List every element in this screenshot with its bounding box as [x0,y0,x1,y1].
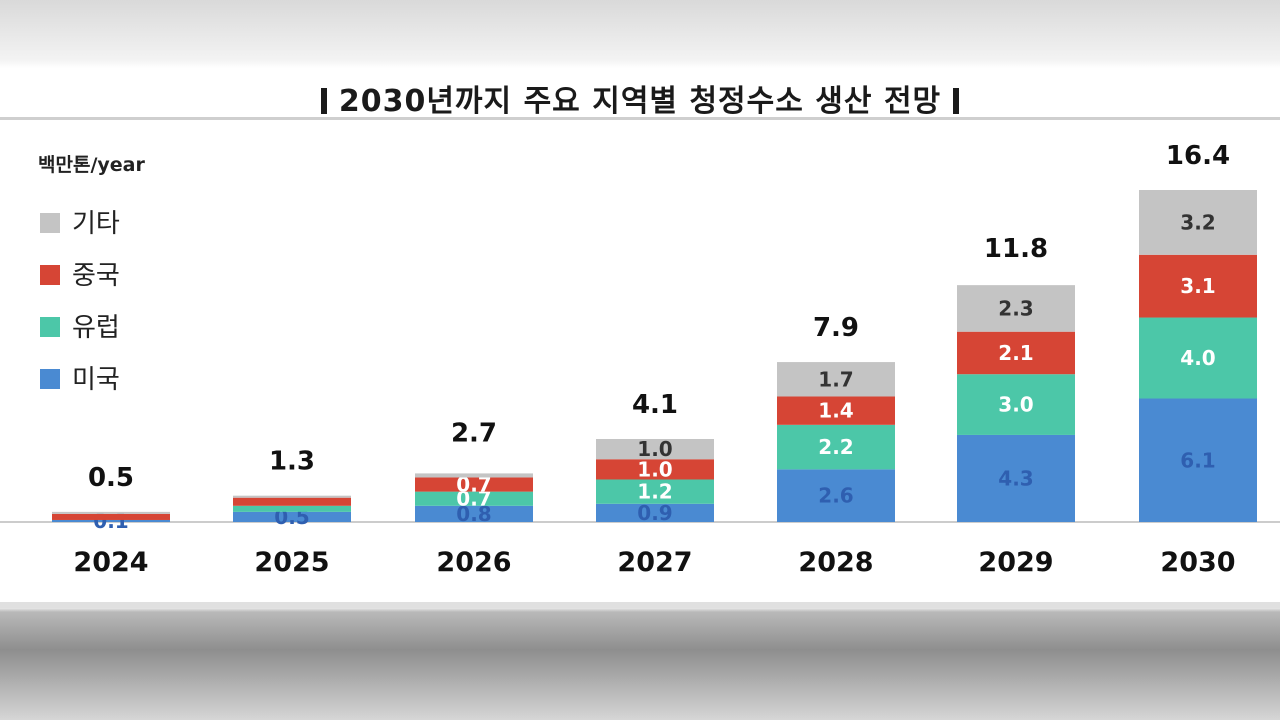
bar-2029-기타 [957,285,1075,332]
bar-2029-중국 [957,331,1075,375]
bar-2024-중국 [52,513,170,520]
chart-title: 2030년까지 주요 지역별 청정수소 생산 전망 [0,76,1280,120]
bar-2025-기타 [233,495,351,498]
x-tick-2029: 2029 [978,547,1053,578]
data-label-2027-중국: 1.0 [637,457,672,481]
x-ticks-group: 2024 2025 2026 2027 2028 2029 2030 [73,547,1235,578]
frame-bottom-border [0,602,1280,608]
bar-2027-기타 [596,439,714,460]
bar-2025-미국 [233,511,351,522]
bar-2026-미국 [415,505,533,522]
bar-2030-미국 [1139,398,1257,522]
bar-2028-유럽 [777,424,895,470]
legend-label-2: 유럽 [72,313,120,343]
data-label-2029-유럽: 3.0 [998,393,1033,417]
data-label-2028-미국: 2.6 [818,484,853,508]
bar-2028-기타 [777,362,895,397]
legend-label-1: 중국 [72,261,120,291]
total-label-2024: 0.5 [88,463,134,493]
title-bar: 2030년까지 주요 지역별 청정수소 생산 전망 [0,68,1280,120]
x-tick-2028: 2028 [798,547,873,578]
x-tick-2027: 2027 [617,547,692,578]
bar-2029-유럽 [957,374,1075,435]
bar-2027-미국 [596,503,714,522]
bar-2026-기타 [415,473,533,478]
x-tick-2024: 2024 [73,547,148,578]
bar-2030-유럽 [1139,317,1257,399]
data-label-2028-중국: 1.4 [818,399,853,423]
bar-2026-중국 [415,477,533,492]
bar-2030-기타 [1139,190,1257,255]
total-label-2028: 7.9 [813,313,859,343]
data-label-2029-미국: 4.3 [998,466,1033,490]
x-tick-2025: 2025 [254,547,329,578]
data-label-2030-유럽: 4.0 [1180,346,1215,370]
title-mark-right [953,88,960,114]
bars-group: 0.10.50.51.30.80.70.72.70.91.21.01.04.12… [52,141,1257,533]
data-label-2027-미국: 0.9 [637,501,672,525]
total-label-2025: 1.3 [269,447,315,477]
data-label-2030-미국: 6.1 [1180,448,1215,472]
total-label-2029: 11.8 [984,234,1048,264]
data-label-2029-기타: 2.3 [998,296,1033,320]
total-label-2027: 4.1 [632,390,678,420]
y-unit-label: 백만톤/year [38,154,145,176]
bar-2027-유럽 [596,479,714,504]
total-label-2026: 2.7 [451,418,497,448]
title-mark-left [320,88,327,114]
bar-2024-기타 [52,511,170,514]
data-label-2029-중국: 2.1 [998,341,1033,365]
bar-2029-미국 [957,434,1075,522]
bar-2026-유럽 [415,491,533,506]
legend-swatch-2 [40,317,60,337]
data-label-2030-중국: 3.1 [1180,274,1215,298]
bar-2024-미국 [52,519,170,522]
data-label-2027-기타: 1.0 [637,437,672,461]
data-label-2028-유럽: 2.2 [818,435,853,459]
bar-2025-유럽 [233,505,351,512]
legend-label-3: 미국 [72,365,120,395]
data-label-2028-기타: 1.7 [818,367,853,391]
bar-2025-중국 [233,497,351,506]
legend-swatch-3 [40,369,60,389]
bar-2028-중국 [777,396,895,425]
legend-label-0: 기타 [72,209,120,239]
data-label-2027-유럽: 1.2 [637,480,672,504]
bar-2030-중국 [1139,254,1257,318]
x-tick-2030: 2030 [1160,547,1235,578]
data-label-2026-미국: 0.8 [456,502,491,526]
legend-swatch-1 [40,265,60,285]
data-label-2030-기타: 3.2 [1180,210,1215,234]
legend-swatch-0 [40,213,60,233]
x-tick-2026: 2026 [436,547,511,578]
bar-2028-미국 [777,469,895,522]
total-label-2030: 16.4 [1166,141,1230,171]
bar-2027-중국 [596,459,714,480]
chart-title-text: 2030년까지 주요 지역별 청정수소 생산 전망 [338,84,942,119]
